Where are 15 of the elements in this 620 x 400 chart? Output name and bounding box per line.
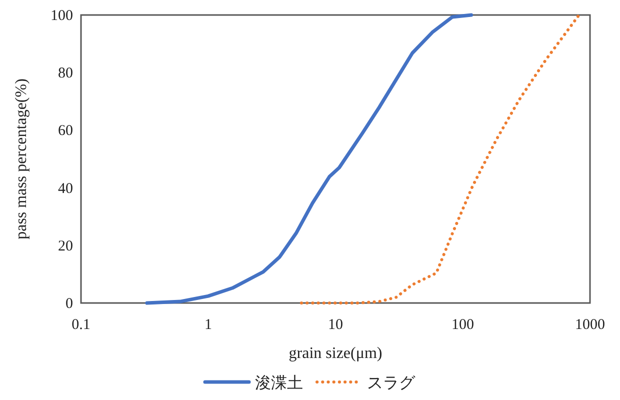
y-tick-label: 100 [50, 8, 73, 24]
y-tick-label: 60 [58, 123, 73, 140]
x-axis-title: grain size(μm) [288, 345, 382, 362]
y-tick-label: 40 [58, 180, 73, 197]
y-tick-label: 20 [58, 238, 73, 254]
x-tick-label: 100 [452, 317, 474, 333]
x-tick-label: 0.1 [72, 317, 90, 333]
x-tick-label: 1000 [575, 317, 605, 333]
y-tick-label: 80 [58, 66, 73, 82]
x-tick-label: 1 [204, 317, 212, 333]
x-tick-label: 10 [328, 317, 343, 333]
legend-label: 浚渫土 [255, 374, 303, 392]
y-tick-label: 0 [66, 296, 73, 312]
y-axis-title: pass mass percentage(%) [13, 78, 30, 240]
legend-label: スラグ [367, 375, 416, 392]
